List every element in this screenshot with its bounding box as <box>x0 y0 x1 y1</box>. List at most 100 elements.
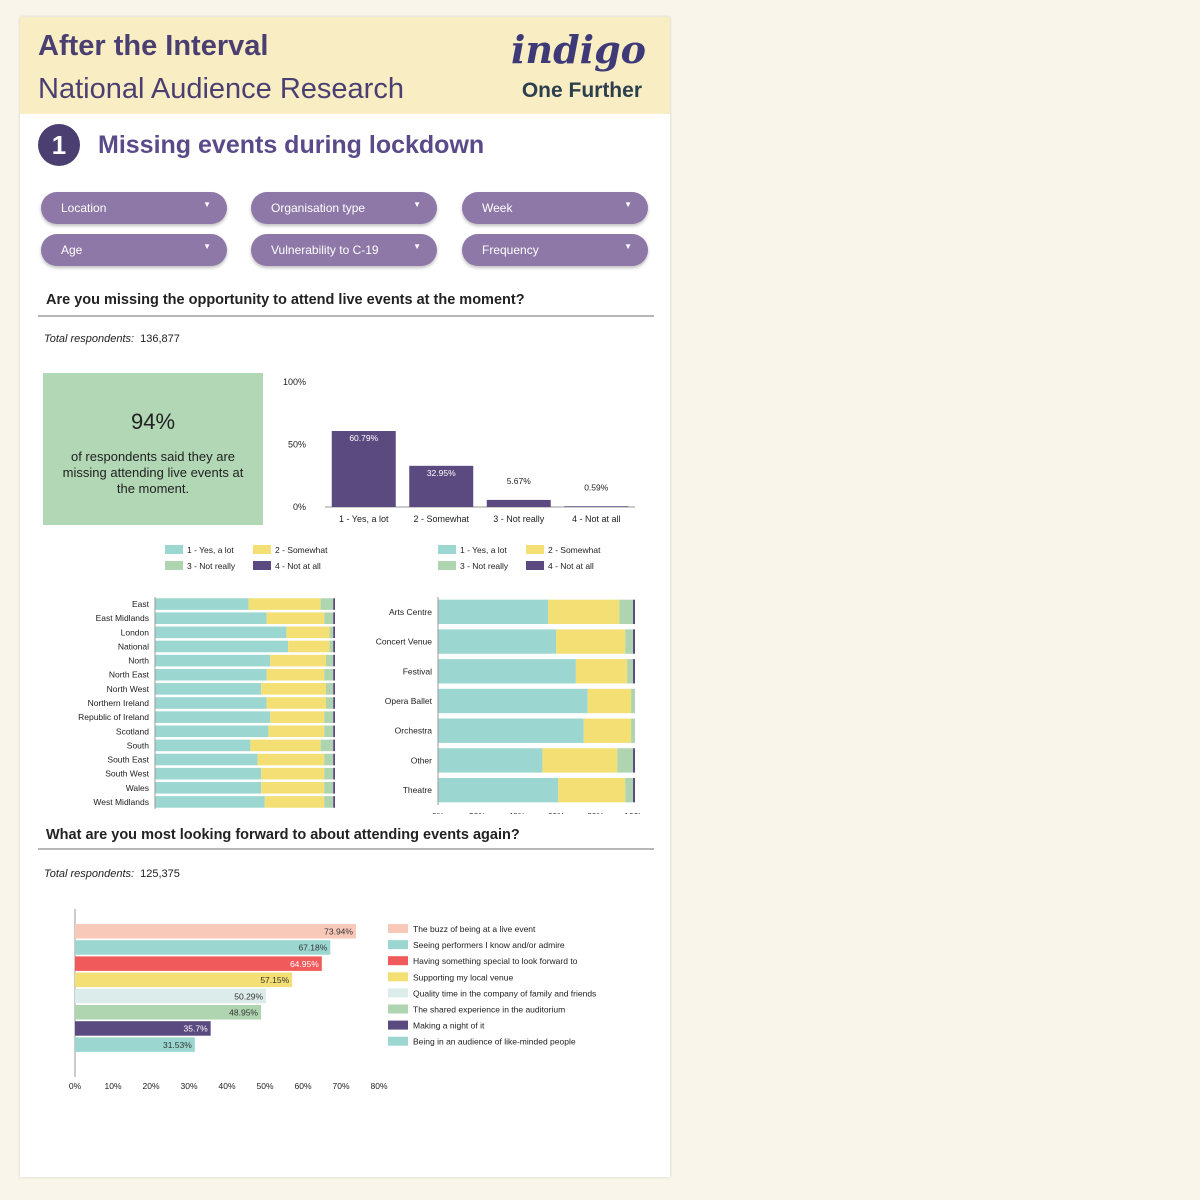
divider <box>38 315 654 317</box>
legend-swatch <box>438 561 456 570</box>
stacked-segment <box>333 697 335 709</box>
filter-label: Age <box>61 243 83 257</box>
data-label: 60.79% <box>349 433 378 443</box>
chevron-down-icon: ▼ <box>203 200 211 209</box>
filter-organisation-type[interactable]: Organisation type ▼ <box>251 192 437 224</box>
data-label: 35.7% <box>184 1024 209 1034</box>
report-title: After the Interval <box>38 30 269 62</box>
filter-week[interactable]: Week ▼ <box>462 192 648 224</box>
stacked-segment <box>155 782 262 794</box>
stacked-segment <box>268 725 325 738</box>
stacked-segment <box>286 626 330 639</box>
filter-age[interactable]: Age ▼ <box>41 234 227 266</box>
stacked-segment <box>617 748 634 773</box>
filter-vulnerability[interactable]: Vulnerability to C-19 ▼ <box>251 234 437 266</box>
stacked-segment <box>333 767 335 780</box>
chevron-down-icon: ▼ <box>203 242 211 251</box>
stacked-segment <box>261 683 326 695</box>
category-label: North East <box>109 670 150 680</box>
stacked-segment <box>266 668 325 681</box>
x-tick-label: 60% <box>294 1081 311 1091</box>
stacked-segment <box>261 782 325 794</box>
category-label: Arts Centre <box>389 607 432 617</box>
legend-label: 1 - Yes, a lot <box>187 545 234 555</box>
header-banner: After the Interval National Audience Res… <box>20 17 670 114</box>
category-label: Theatre <box>403 785 433 795</box>
stacked-segment <box>155 683 262 695</box>
stacked-segment <box>333 683 335 695</box>
bar <box>486 499 551 507</box>
stacked-segment <box>333 626 335 639</box>
data-label: 32.95% <box>427 468 456 478</box>
bar <box>75 924 356 939</box>
bar <box>564 506 629 507</box>
stacked-segment <box>320 739 334 752</box>
bar <box>75 988 267 1004</box>
y-tick-label: 0% <box>293 502 306 512</box>
stacked-segment <box>326 683 334 695</box>
stacked-segment <box>324 612 334 624</box>
stacked-segment <box>270 654 326 667</box>
stacked-segment <box>288 640 330 653</box>
filter-frequency[interactable]: Frequency ▼ <box>462 234 648 266</box>
stacked-segment <box>324 753 334 766</box>
x-tick-label: 60% <box>548 811 565 814</box>
stacked-segment <box>587 688 632 714</box>
legend-label: Quality time in the company of family an… <box>413 988 596 998</box>
stacked-segment <box>326 697 334 709</box>
stacked-segment <box>248 598 321 610</box>
stacked-segment <box>333 640 335 653</box>
data-label: 31.53% <box>163 1040 192 1050</box>
stacked-segment <box>583 718 632 743</box>
filter-location[interactable]: Location ▼ <box>41 192 227 224</box>
x-tick-label: 30% <box>180 1081 197 1091</box>
legend-swatch <box>388 988 408 998</box>
category-label: North West <box>107 684 150 694</box>
stacked-segment <box>438 659 576 684</box>
category-label: Orchestra <box>395 726 433 736</box>
legend-label: The shared experience in the auditorium <box>413 1005 565 1015</box>
category-label: Other <box>411 755 432 765</box>
legend-swatch <box>388 1020 408 1030</box>
stacked-segment <box>633 599 635 625</box>
category-label: Northern Ireland <box>88 698 150 708</box>
legend-swatch <box>165 545 183 554</box>
stacked-segment <box>438 629 557 654</box>
report-page: After the Interval National Audience Res… <box>20 17 670 1177</box>
legend-swatch <box>388 940 408 950</box>
indigo-logo: indigo <box>511 27 646 72</box>
stacked-segment <box>619 599 634 625</box>
x-tick-label: 0% <box>69 1081 82 1091</box>
stacked-segment <box>556 629 626 654</box>
stacked-segment <box>155 626 287 639</box>
stacked-segment <box>633 629 635 654</box>
legend-label: The buzz of being at a live event <box>413 924 536 934</box>
category-label: South East <box>107 755 149 765</box>
legend-swatch <box>253 545 271 554</box>
stacked-segment <box>261 767 325 780</box>
category-label: West Midlands <box>93 797 149 807</box>
stacked-segment <box>155 725 269 738</box>
stacked-segment <box>333 654 335 667</box>
kpi-card: 94% of respondents said they are missing… <box>43 373 263 525</box>
category-label: Concert Venue <box>376 637 433 647</box>
category-label: Wales <box>126 783 149 793</box>
respondents-count: Total respondents: 125,375 <box>44 868 180 880</box>
bar <box>75 1021 211 1036</box>
stacked-segment <box>438 718 584 743</box>
bar <box>75 972 293 988</box>
stacked-segment <box>333 796 335 808</box>
x-tick-label: 50% <box>256 1081 273 1091</box>
x-tick-label: 2 - Somewhat <box>413 514 469 524</box>
legend-label: 2 - Somewhat <box>275 545 328 555</box>
y-tick-label: 50% <box>288 440 306 450</box>
stacked-segment <box>627 659 634 684</box>
respondents-value: 125,375 <box>140 868 180 880</box>
x-tick-label: 80% <box>587 811 604 814</box>
x-tick-label: 0% <box>432 811 445 814</box>
legend-swatch <box>388 924 408 933</box>
respondents-value: 136,877 <box>140 333 180 345</box>
legend-label: Making a night of it <box>413 1021 485 1031</box>
category-label: Scotland <box>116 726 149 736</box>
data-label: 67.18% <box>298 943 327 953</box>
